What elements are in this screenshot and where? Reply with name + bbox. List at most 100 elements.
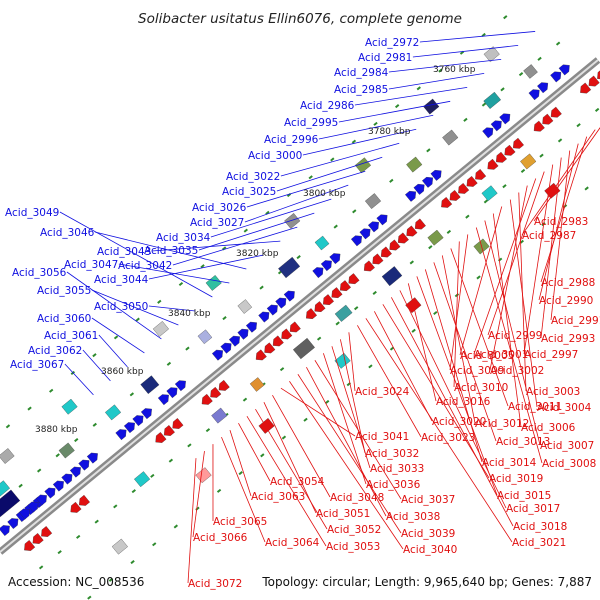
gene-label-plus: Acid_3025 xyxy=(222,186,276,198)
tick-mark xyxy=(438,68,443,73)
tick-mark xyxy=(55,453,60,458)
gene-label-minus: Acid_3007 xyxy=(540,440,594,452)
plus-strand-gene-arrow xyxy=(61,473,73,485)
gene-label-minus: Acid_2987 xyxy=(522,230,576,242)
tick-mark xyxy=(222,316,227,321)
minus-strand-gene-arrow xyxy=(79,494,90,506)
gene-label-plus: Acid_3022 xyxy=(226,171,280,183)
tick-mark xyxy=(260,453,265,458)
tick-mark xyxy=(352,209,357,214)
tick-mark xyxy=(325,399,330,404)
minus-strand-gene-arrow xyxy=(458,183,470,194)
tick-mark xyxy=(49,388,54,393)
accession-text: Accession: NC_008536 xyxy=(8,575,144,589)
gene-label-minus: Acid_2990 xyxy=(539,295,593,307)
plus-strand-gene-arrow xyxy=(166,387,178,399)
minus-strand-gene-arrow xyxy=(542,113,554,125)
leader-line-plus xyxy=(302,128,417,156)
plus-strand-gene-arrow xyxy=(367,221,379,233)
cog-function-block xyxy=(58,442,75,459)
tick-mark xyxy=(411,328,416,333)
cog-function-block xyxy=(523,64,538,79)
leader-line-minus xyxy=(390,297,514,527)
leader-line-plus xyxy=(172,226,298,266)
gene-label-minus: Acid_3024 xyxy=(355,386,410,398)
leader-line-plus xyxy=(198,212,315,251)
leader-line-minus xyxy=(449,234,469,371)
leader-line-plus xyxy=(388,58,502,73)
gene-label-minus: Acid_3064 xyxy=(265,537,320,549)
gene-label-plus: Acid_3035 xyxy=(144,245,198,257)
gene-label-plus: Acid_3049 xyxy=(5,207,59,219)
tick-mark xyxy=(18,483,23,488)
leader-line-minus xyxy=(459,206,503,356)
leader-line-minus xyxy=(441,255,476,424)
outer-feature-block xyxy=(483,46,500,63)
plus-strand-gene-arrow xyxy=(258,311,270,323)
gene-label-minus: Acid_3063 xyxy=(251,491,305,503)
leader-line-minus xyxy=(280,387,356,437)
leader-line-minus xyxy=(523,164,554,355)
outer-feature-block xyxy=(423,98,440,115)
tick-mark xyxy=(57,550,62,555)
leader-line-minus xyxy=(538,143,579,301)
plus-strand-gene-arrow xyxy=(237,328,249,340)
position-marker-label: 3780 kbp xyxy=(368,127,411,137)
tick-mark xyxy=(38,565,44,570)
tick-mark xyxy=(187,443,192,448)
outer-feature-block xyxy=(258,418,275,434)
minus-strand-gene-arrow xyxy=(414,218,426,230)
gene-label-plus: Acid_3056 xyxy=(12,267,67,279)
leader-line-plus xyxy=(244,184,349,223)
cog-function-block xyxy=(0,489,21,520)
gene-label-minus: Acid_3039 xyxy=(401,528,455,540)
tick-mark xyxy=(135,317,140,322)
tick-mark xyxy=(394,104,400,109)
cog-function-block xyxy=(140,375,160,394)
plus-strand-gene-arrow xyxy=(283,290,295,302)
plus-strand-gene-arrow xyxy=(350,235,362,247)
leader-line-minus xyxy=(221,436,266,543)
minus-strand-gene-arrow xyxy=(163,425,175,436)
minus-strand-gene-arrow xyxy=(588,75,600,87)
gene-label-plus: Acid_3026 xyxy=(192,202,247,214)
minus-strand-gene-arrow xyxy=(533,120,545,132)
tick-mark xyxy=(108,577,114,582)
tick-mark xyxy=(476,275,481,280)
tick-mark xyxy=(130,560,135,565)
leader-line-plus xyxy=(148,305,196,312)
gene-features xyxy=(0,46,600,555)
cog-function-block xyxy=(520,153,537,170)
plus-strand-gene-arrow xyxy=(320,260,332,272)
minus-strand-gene-arrow xyxy=(512,137,524,149)
cog-function-block xyxy=(381,266,403,287)
tick-mark xyxy=(94,519,99,524)
plus-strand-gene-arrow xyxy=(405,190,416,202)
tick-mark xyxy=(428,245,433,250)
tick-mark xyxy=(368,364,373,369)
gene-label-plus: Acid_2985 xyxy=(334,84,388,96)
leader-line-minus xyxy=(246,415,327,547)
leader-line-plus xyxy=(148,254,264,280)
gene-label-plus: Acid_3055 xyxy=(37,285,91,297)
minus-strand-gene-arrow xyxy=(363,260,375,272)
leader-line-minus xyxy=(475,227,543,464)
gene-label-minus: Acid_3003 xyxy=(526,386,580,398)
tick-mark xyxy=(200,264,205,269)
cog-function-block xyxy=(0,480,10,508)
gene-label-minus: Acid_3053 xyxy=(326,541,380,553)
plus-strand-gene-arrow xyxy=(27,501,39,513)
leader-line-minus xyxy=(365,318,513,543)
tick-mark xyxy=(539,153,544,158)
tick-mark xyxy=(87,595,92,600)
plus-strand-gene-arrow xyxy=(211,349,223,361)
position-marker-label: 3880 kbp xyxy=(35,425,78,435)
tick-mark xyxy=(520,168,526,173)
gene-label-plus: Acid_2986 xyxy=(300,100,355,112)
gene-label-minus: Acid_3009 xyxy=(450,365,504,377)
minus-strand-gene-arrow xyxy=(466,176,478,187)
plus-strand-gene-arrow xyxy=(115,429,127,441)
position-markers: 3760 kbp 3780 kbp 3800 kbp 3820 kbp 3840 kbp… xyxy=(35,65,476,435)
gene-label-minus: Acid_2991 xyxy=(551,315,600,327)
plus-strand-gene-arrow xyxy=(132,415,144,427)
